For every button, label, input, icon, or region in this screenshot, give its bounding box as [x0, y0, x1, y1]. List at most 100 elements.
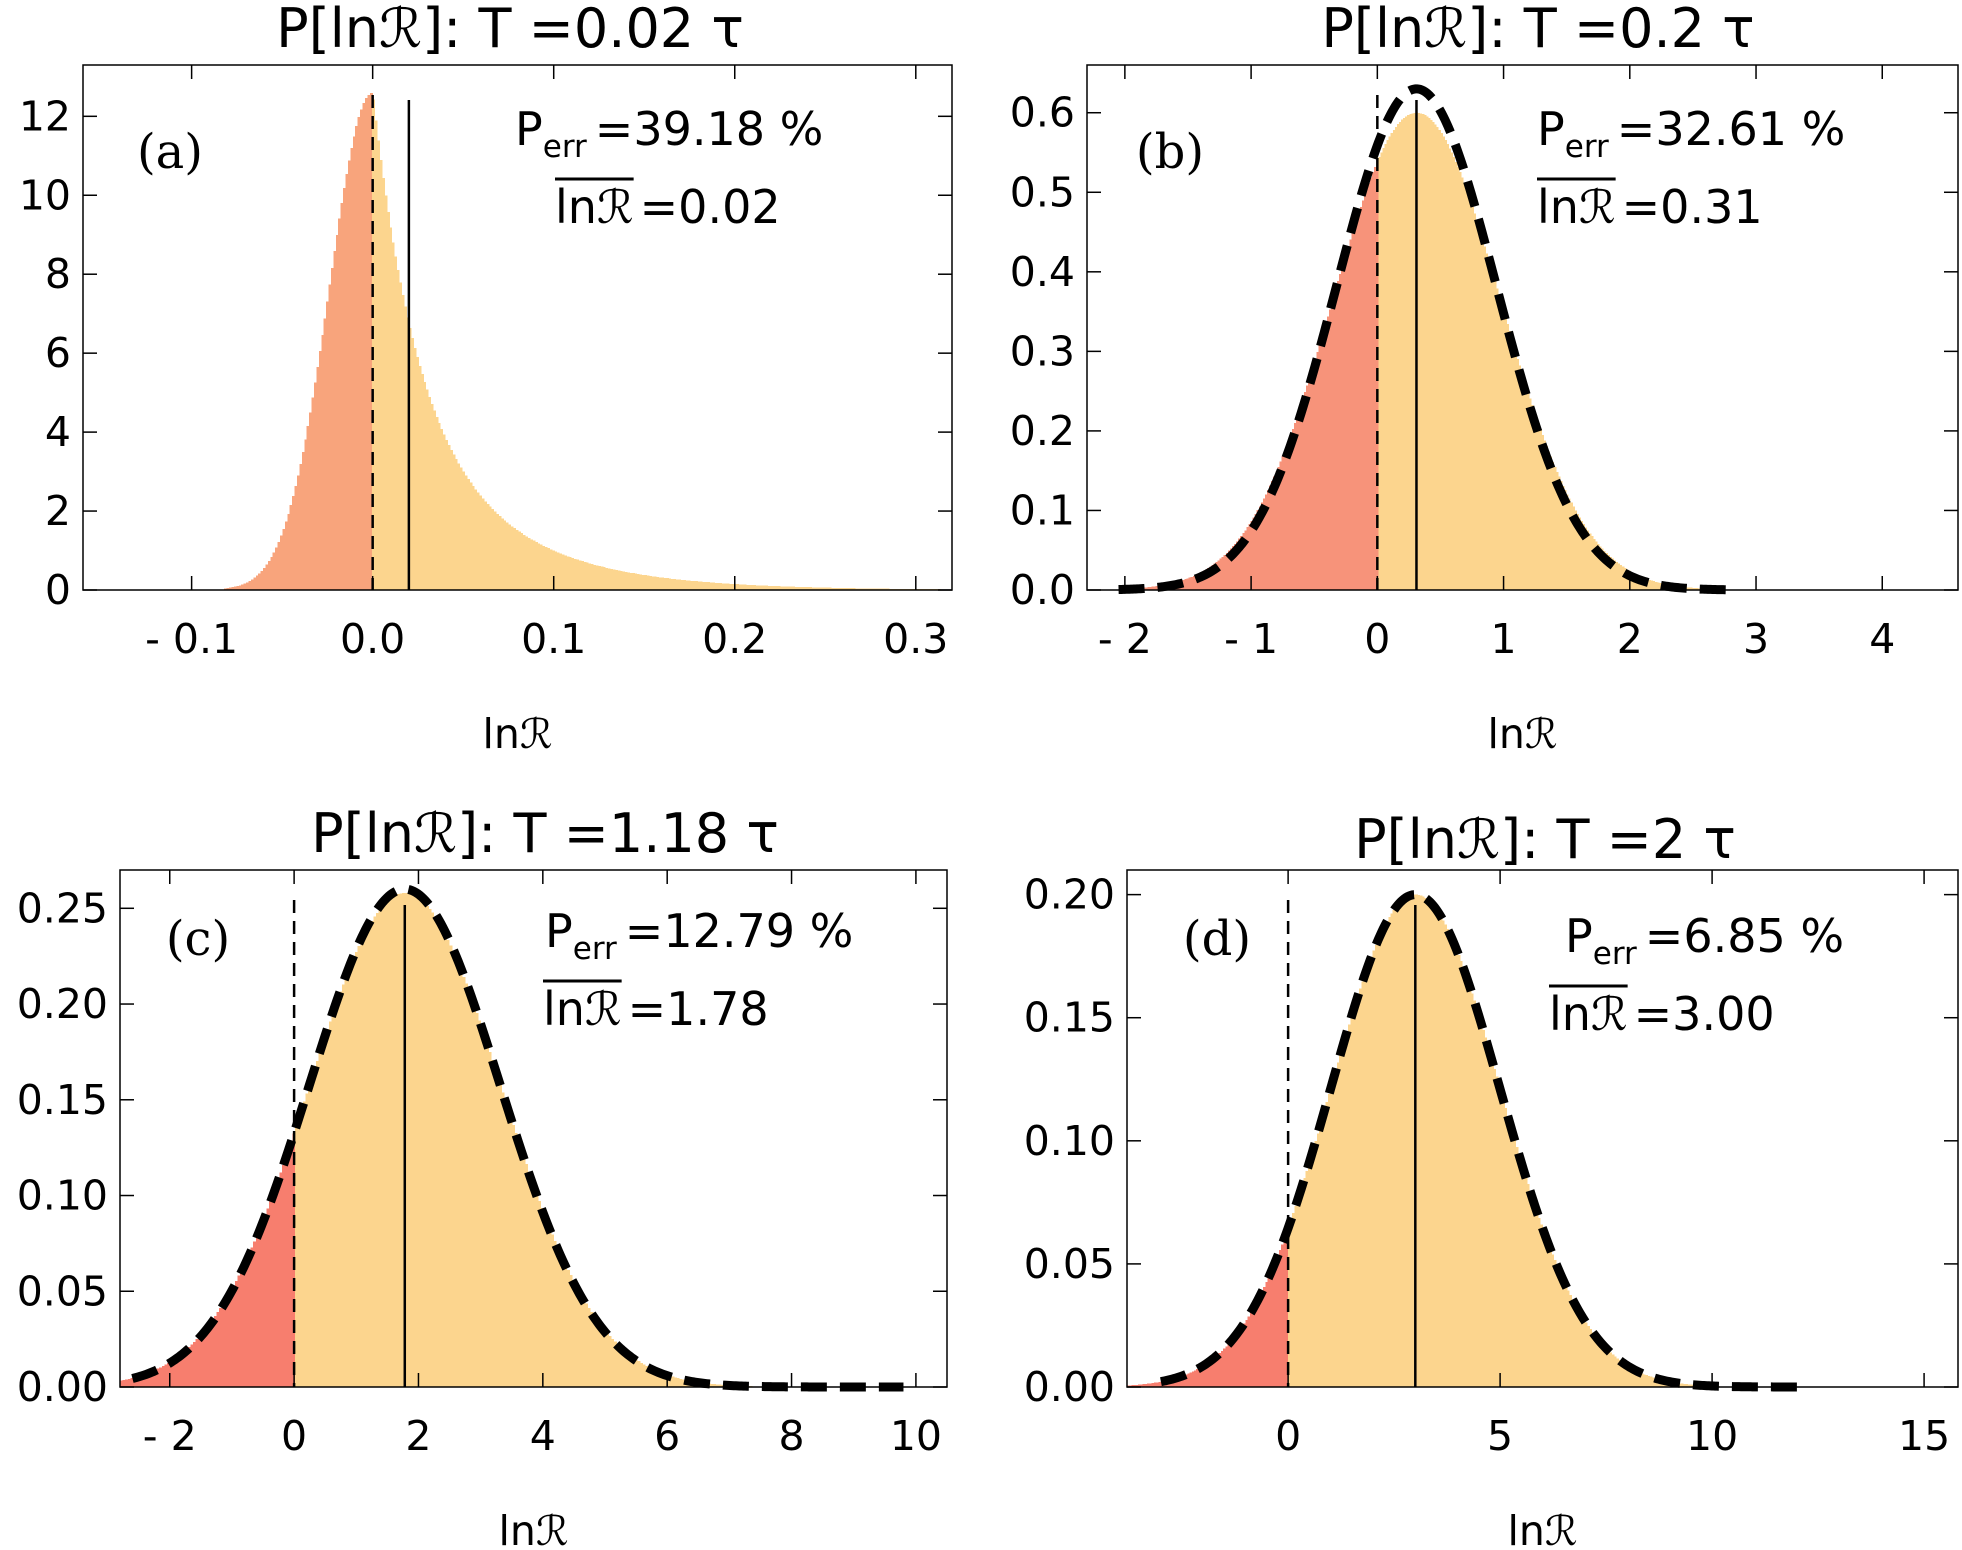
x-tick-label: 0.3	[883, 615, 948, 663]
histogram-bar	[1307, 1163, 1311, 1387]
x-axis-label: lnℛ	[498, 1507, 568, 1550]
histogram-bar	[375, 912, 380, 1387]
histogram-bar	[852, 588, 856, 590]
histogram-bar	[449, 449, 453, 590]
histogram-bar	[1231, 1338, 1235, 1387]
x-tick-label: 10	[890, 1412, 942, 1460]
histogram-bar	[1138, 1384, 1141, 1387]
histogram-bar	[1565, 494, 1569, 590]
p-err-value: =12.79 %	[625, 904, 854, 958]
histogram-bar	[1488, 1053, 1492, 1387]
histogram-bar	[1546, 1242, 1550, 1387]
histogram-bar	[825, 587, 829, 590]
histogram-bar	[409, 894, 414, 1387]
histogram-bar	[277, 541, 281, 590]
histogram-bar	[1475, 219, 1478, 590]
histogram-bar	[1350, 1016, 1354, 1387]
p-err-value: =32.61 %	[1617, 102, 1846, 156]
histogram-bar	[740, 584, 744, 590]
histogram-bar	[1392, 129, 1396, 590]
histogram-bar	[386, 211, 390, 590]
histogram-bar	[1283, 451, 1287, 590]
histogram-bar	[714, 582, 718, 590]
histogram-bar	[728, 583, 732, 590]
histogram-bar	[551, 550, 555, 590]
histogram-bar	[1535, 1211, 1539, 1387]
x-tick-label: 4	[530, 1412, 556, 1460]
histogram-bar	[456, 963, 461, 1387]
histogram-bar	[328, 1021, 333, 1387]
histogram-bar	[561, 554, 565, 590]
histogram-bar	[1592, 538, 1596, 590]
histogram-bar	[258, 1228, 262, 1387]
y-tick-label: 2	[45, 487, 71, 535]
histogram-bar	[663, 1374, 667, 1387]
histogram-bar	[1368, 962, 1371, 1387]
histogram-bar	[787, 586, 791, 590]
histogram-bar	[444, 439, 448, 590]
histogram-bar	[1314, 1140, 1318, 1387]
histogram-bar	[1425, 116, 1429, 590]
histogram-bar	[1304, 391, 1307, 590]
histogram-bar	[1441, 920, 1445, 1387]
histogram-bar	[1586, 1325, 1590, 1387]
histogram-bar	[656, 576, 660, 590]
histogram-bar	[1357, 213, 1361, 590]
histogram-bar	[804, 587, 808, 590]
histogram-bar	[1392, 910, 1396, 1387]
histogram-bar	[1352, 1009, 1356, 1387]
histogram-bar	[1252, 517, 1256, 590]
y-tick-label: 12	[19, 92, 71, 140]
histogram-bar	[1458, 172, 1462, 591]
histogram-bar	[673, 1377, 677, 1387]
histogram-bar	[246, 582, 250, 590]
histogram-bar	[1186, 578, 1190, 590]
histogram-bar	[1256, 1300, 1260, 1387]
histogram-bar	[1397, 904, 1401, 1387]
histogram-bar	[296, 475, 301, 590]
histogram-bar	[318, 1052, 322, 1387]
histogram-bar	[527, 537, 531, 590]
histogram-bar	[772, 586, 776, 590]
p-err-value: =39.18 %	[595, 102, 824, 156]
histogram-bar	[1487, 260, 1491, 590]
histogram-bar	[784, 586, 788, 590]
histogram-bar	[234, 1280, 239, 1387]
y-tick-label: 0.15	[17, 1076, 108, 1124]
histogram-bar	[323, 1036, 327, 1387]
histogram-bar	[260, 570, 264, 590]
histogram-bar	[1248, 524, 1252, 590]
histogram-bar	[1398, 121, 1402, 590]
x-tick-label: 8	[779, 1412, 805, 1460]
histogram-bar	[461, 471, 465, 590]
histogram-bar	[372, 99, 376, 590]
histogram-a	[224, 93, 953, 591]
histogram-bar	[1566, 1290, 1570, 1387]
histogram-bar	[485, 1044, 489, 1387]
histogram-bar	[1406, 896, 1409, 1387]
plot-frame-b	[1086, 64, 1959, 591]
histogram-bar	[753, 585, 757, 590]
histogram-bar	[605, 567, 609, 590]
histogram-bar	[811, 587, 815, 590]
histogram-bar	[1549, 456, 1553, 590]
histogram-bar	[336, 998, 340, 1387]
histogram-bar	[1411, 113, 1414, 591]
histogram-bar	[391, 242, 395, 590]
histogram-bar	[1187, 1373, 1191, 1387]
histogram-bar	[1365, 968, 1369, 1387]
histogram-bar	[1394, 126, 1398, 590]
y-axis-b: 0.0 0.1 0.2 0.3 0.4 0.5 0.6	[1010, 89, 1958, 614]
histogram-bar	[1533, 1204, 1537, 1387]
mean-value: =3.00	[1634, 987, 1775, 1041]
x-tick-label: 0.1	[521, 615, 586, 663]
histogram-bar	[289, 1141, 293, 1387]
histogram-bar	[750, 585, 754, 590]
histogram-bar	[316, 367, 320, 590]
histogram-bar	[304, 439, 308, 590]
histogram-bar	[1454, 162, 1458, 590]
histogram-bar	[313, 1068, 317, 1387]
histogram-bar	[151, 1371, 155, 1387]
histogram-bar	[1506, 1115, 1510, 1387]
